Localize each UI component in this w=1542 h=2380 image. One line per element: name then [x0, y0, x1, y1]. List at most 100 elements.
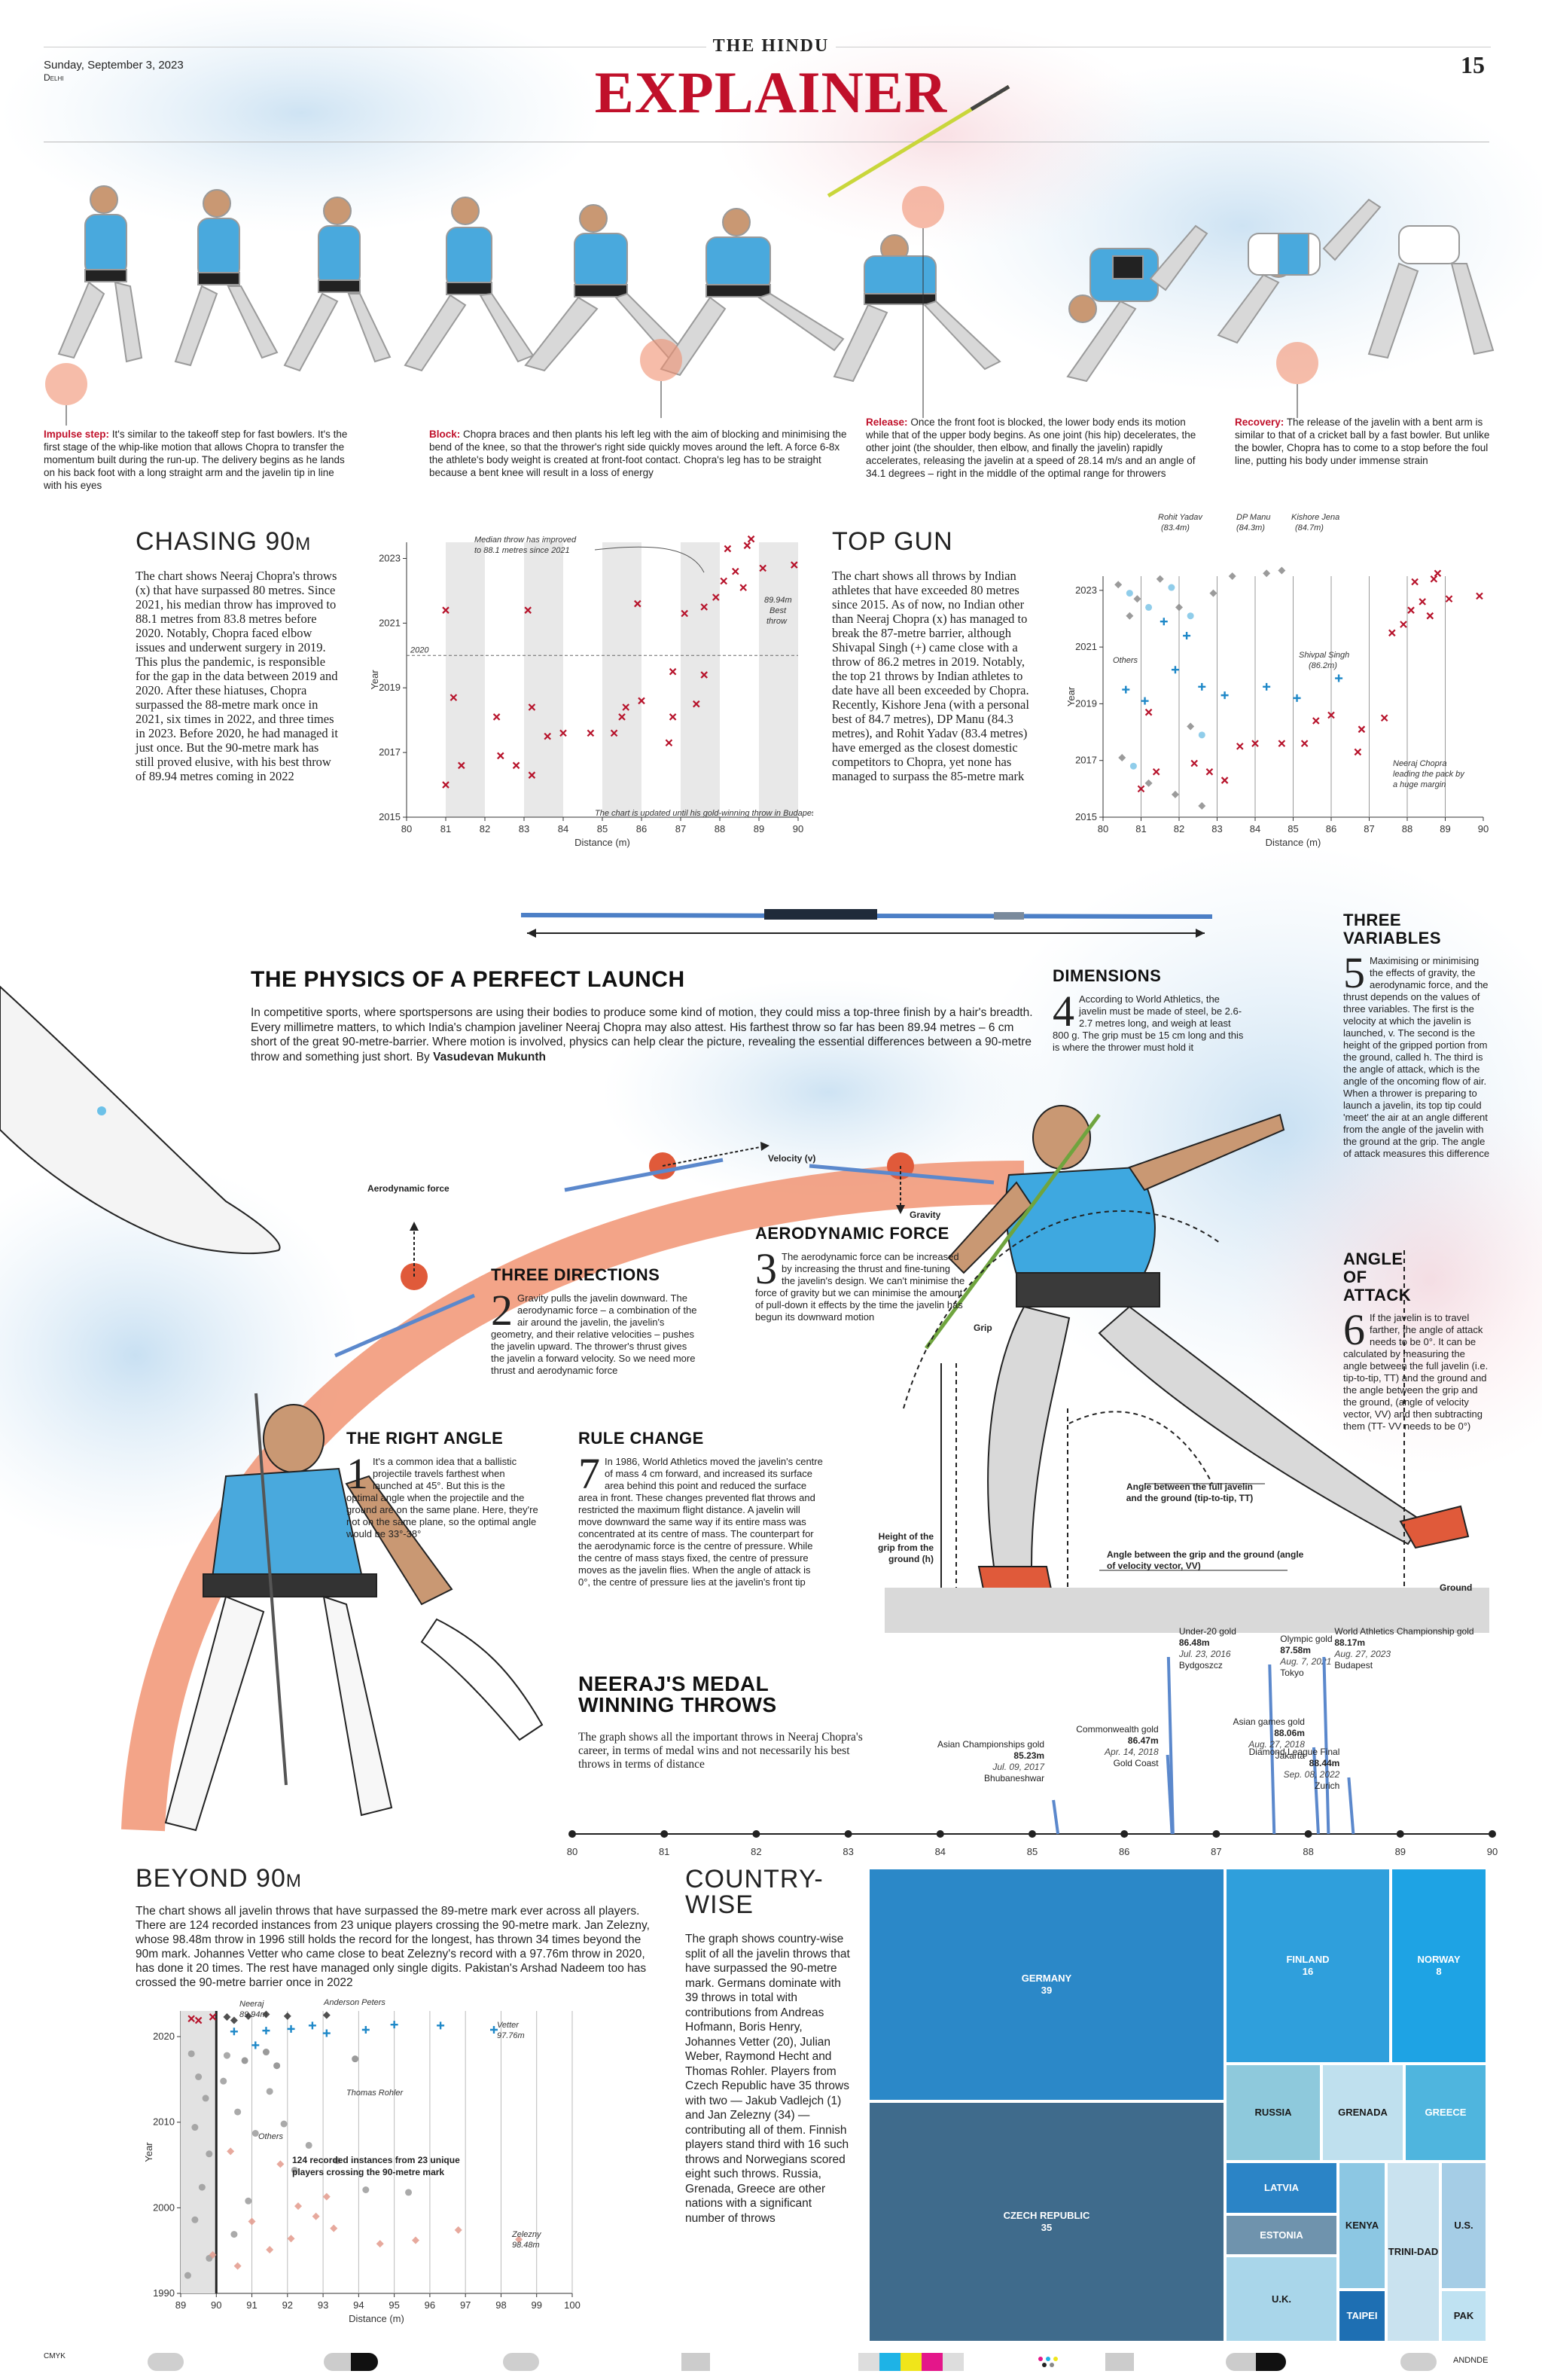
throw-point — [587, 729, 595, 737]
y-axis-label: Year — [369, 670, 380, 690]
chart-band — [759, 542, 798, 817]
x-tick-label: 91 — [246, 2299, 257, 2311]
section-title: EXPLAINER — [594, 60, 948, 125]
color-dots — [1038, 2356, 1068, 2368]
zelezny-point — [515, 2235, 523, 2244]
medal-event-date: Aug. 27, 2023 — [1333, 1649, 1391, 1659]
topgun-annotation: (86.2m) — [1309, 661, 1337, 670]
shivpal-point — [1160, 618, 1168, 626]
chopra-point — [1236, 743, 1244, 750]
y-tick-label: 2017 — [379, 746, 401, 758]
javelin-illustration-top — [827, 84, 1010, 198]
throw-point — [669, 713, 677, 721]
treemap-tile-label: CZECH REPUBLIC — [1003, 2210, 1090, 2221]
medal-event-name: Under-20 gold — [1179, 1627, 1236, 1637]
others-point — [1187, 722, 1195, 731]
point-three-variables: THREE VARIABLES 5 Maximising or minimisin… — [1343, 911, 1490, 1160]
chopra-point — [1411, 578, 1419, 586]
throw-point — [559, 729, 567, 737]
others-point — [1198, 731, 1205, 739]
annotation-median: Median throw has improved — [474, 536, 577, 545]
throw-point — [732, 567, 739, 575]
beyond-annotation: Anderson Peters — [323, 1998, 386, 2007]
zelezny-point — [227, 2147, 235, 2156]
y-tick-label: 2021 — [379, 617, 401, 628]
treemap-tile-label: PAK — [1453, 2310, 1474, 2321]
annotation-arrow — [594, 546, 705, 573]
others-point — [1278, 566, 1286, 575]
medal-event-date: Apr. 14, 2018 — [1104, 1747, 1159, 1757]
x-tick-label: 88 — [715, 823, 725, 835]
others-point — [1198, 801, 1206, 810]
medal-event-date: Sep. 08, 2022 — [1284, 1769, 1340, 1780]
registration-mark-4 — [681, 2353, 710, 2371]
treemap-tile-germany: GERMANY 39 — [868, 1868, 1225, 2101]
vetter-point — [230, 2028, 238, 2036]
topgun-title: TOP GUN — [832, 527, 953, 556]
x-tick-label: 97 — [460, 2299, 471, 2311]
beyond-annotation: Others — [258, 2132, 284, 2141]
beyond-body: The chart shows all javelin throws that … — [136, 1905, 650, 1989]
registration-mark-6 — [1226, 2353, 1286, 2371]
vetter-point — [308, 2021, 316, 2030]
label-vv-angle: Angle between the grip and the ground (a… — [1107, 1549, 1304, 1571]
annotation-best-1: 89.94m — [764, 596, 792, 605]
medals-chart: 80 81 82 83 84 85 86 87 88 89 90 Asian Championship… — [567, 1627, 1498, 1857]
medal-event-name: Asian Championships gold — [937, 1739, 1044, 1750]
x-tick-label: 84 — [1250, 823, 1260, 835]
x-tick-label: 86 — [636, 823, 647, 835]
topgun-body: The chart shows all throws by Indian ath… — [832, 569, 1029, 783]
shivpal-point — [1141, 697, 1149, 705]
others-point — [191, 2216, 199, 2223]
medal-javelin — [1166, 1656, 1175, 1835]
others-point — [1209, 589, 1217, 597]
x-tick-label: 90 — [211, 2299, 221, 2311]
x-tick-label: 85 — [597, 823, 608, 835]
medal-event-name: Diamond League Final — [1249, 1747, 1340, 1757]
beyond-annotation: 98.48m — [512, 2241, 540, 2250]
topgun-annotation: Neeraj Chopra — [1393, 759, 1447, 768]
x-tick-label: 87 — [1364, 823, 1374, 835]
label-grip: Grip — [974, 1323, 992, 1333]
x-tick-label: 99 — [531, 2299, 541, 2311]
neeraj-point — [209, 2013, 217, 2021]
vetter-point — [322, 2029, 331, 2037]
shivpal-point — [1263, 682, 1271, 691]
medal-javelin — [1166, 1754, 1174, 1835]
point-right-angle: THE RIGHT ANGLE 1 It's a common idea that… — [346, 1429, 538, 1539]
peters-point — [283, 2012, 291, 2020]
throw-point — [712, 593, 720, 601]
medal-javelin — [1312, 1747, 1320, 1835]
x-tick-label: 88 — [1402, 823, 1412, 835]
throw-point — [669, 667, 677, 676]
x-tick-label: 98 — [495, 2299, 506, 2311]
others-point — [1126, 590, 1133, 597]
topgun-annotation: (84.7m) — [1295, 523, 1324, 532]
chopra-point — [1312, 717, 1320, 725]
chopra-point — [1434, 569, 1442, 578]
topgun-annotation: (83.4m) — [1161, 523, 1190, 532]
medals-axis-label: 90 — [1487, 1846, 1498, 1857]
annotation-2020: 2020 — [410, 645, 429, 654]
y-tick-label: 1990 — [153, 2287, 175, 2299]
x-tick-label: 95 — [389, 2299, 399, 2311]
throw-point — [700, 603, 708, 611]
treemap-tile-label: GERMANY — [1021, 1973, 1072, 1984]
annotation-median-2: to 88.1 metres since 2021 — [474, 546, 570, 555]
shivpal-point — [1335, 674, 1343, 682]
beyond-annotation-count-2: players crossing the 90-metre mark — [292, 2167, 444, 2177]
medals-axis-tick — [1029, 1830, 1036, 1838]
beyond-annotation: Zelezny — [511, 2230, 542, 2239]
paper-name: THE HINDU — [712, 36, 830, 56]
throw-point — [497, 752, 504, 760]
medals-axis-tick — [1212, 1830, 1220, 1838]
others-point — [1228, 572, 1236, 580]
zelezny-point — [330, 2224, 338, 2232]
point-dimensions: DIMENSIONS 4 According to World Athletics… — [1053, 966, 1244, 1053]
treemap-tile-label: GRENADA — [1338, 2107, 1388, 2118]
throw-point — [743, 542, 751, 550]
medal-event-name: Asian games gold — [1233, 1716, 1305, 1727]
medals-axis-tick — [568, 1830, 576, 1838]
treemap-tile-label: ESTONIA — [1260, 2229, 1303, 2241]
others-point — [1175, 603, 1183, 612]
